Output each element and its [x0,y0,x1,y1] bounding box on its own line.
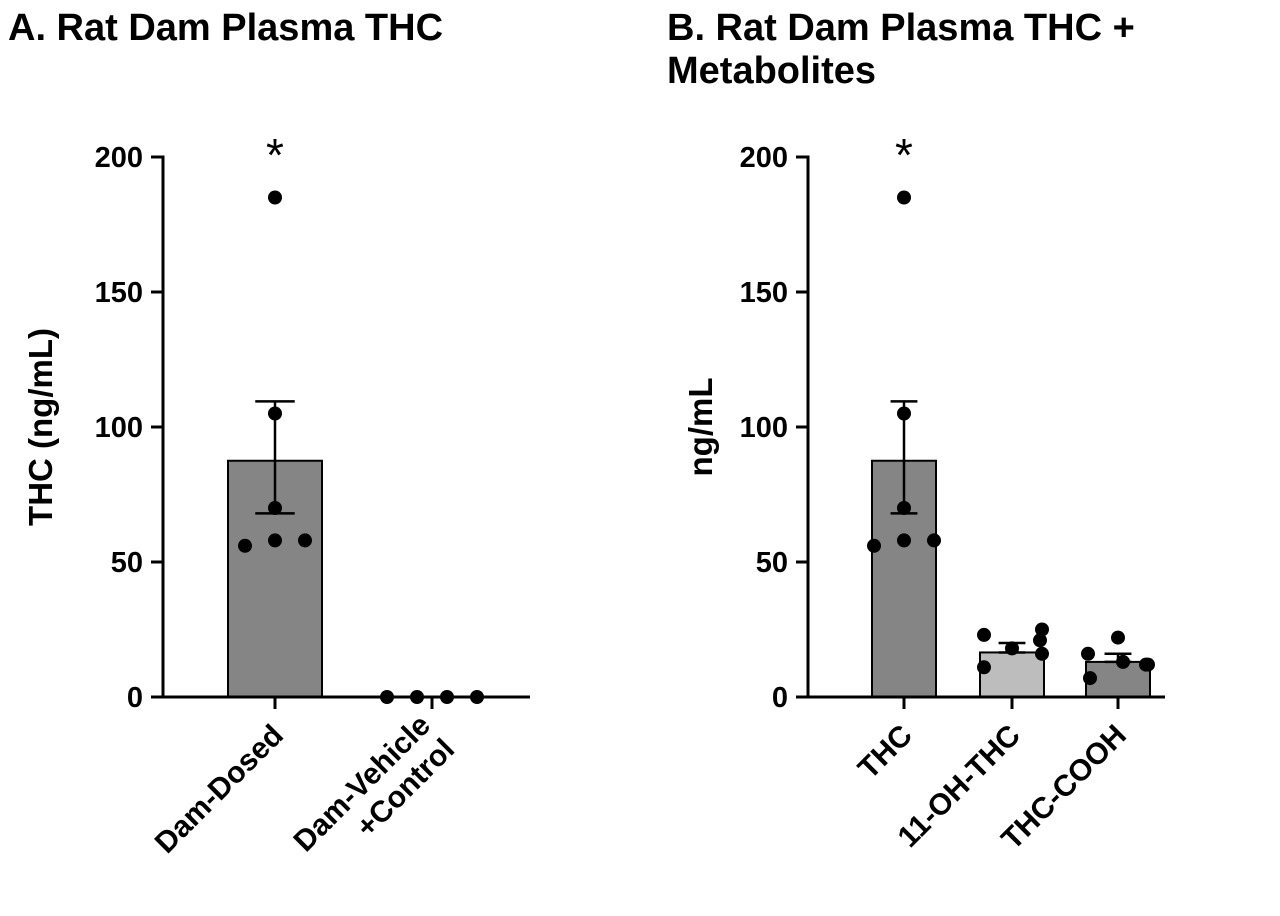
data-point [897,406,911,421]
y-tick-label: 50 [111,547,143,579]
data-point [927,533,941,548]
data-point [1005,641,1019,656]
panel-a: A. Rat Dam Plasma THC THC (ng/mL) * 0 50 100 1… [8,7,530,883]
data-point [1035,646,1049,661]
y-tick-label: 0 [127,682,143,714]
data-point [1033,633,1047,648]
data-point [298,533,312,548]
y-tick-label: 150 [740,277,788,309]
data-point [897,533,911,548]
y-tick-label: 50 [756,547,788,579]
chart-title: B. Rat Dam Plasma THC + Metabolites [667,7,1135,92]
y-tick-label: 200 [95,142,143,174]
significance-marker: * [895,129,913,181]
y-tick-label: 0 [772,682,788,714]
data-point [1081,646,1095,661]
data-point [268,501,282,515]
data-point [238,538,252,553]
y-tick-label: 150 [95,277,143,309]
y-tick-label: 100 [740,412,788,444]
data-point [977,627,991,642]
data-point [867,538,881,553]
x-tick-label-line: Dam-Dosed [149,719,290,860]
chart-title-line: A. Rat Dam Plasma THC [8,7,443,49]
data-point [268,190,282,205]
chart-title-line: B. Rat Dam Plasma THC + [667,7,1135,49]
chart-title: A. Rat Dam Plasma THC [8,7,443,49]
data-point [977,660,991,675]
panel-b: B. Rat Dam Plasma THC + Metabolites ng/mL *… [667,7,1165,856]
significance-marker: * [266,129,284,181]
x-tick-label: THC [852,719,919,786]
y-tick-label: 100 [95,412,143,444]
data-point [268,533,282,548]
y-tick-label: 200 [740,142,788,174]
data-point [1083,671,1097,686]
y-axis-label: THC (ng/mL) [22,328,59,526]
data-point [897,190,911,205]
y-axis-label: ng/mL [682,378,719,477]
bar [979,651,1045,699]
data-point [1116,654,1130,669]
data-point [1111,630,1125,645]
x-tick-label: Dam-Vehicle+Control [288,709,462,883]
data-point [1141,657,1155,672]
x-tick-label-line: THC [852,719,919,786]
x-tick-label: Dam-Dosed [149,719,290,860]
data-point [268,406,282,421]
chart-title-line: Metabolites [667,50,876,92]
data-point [897,501,911,515]
data-point [1035,622,1049,637]
